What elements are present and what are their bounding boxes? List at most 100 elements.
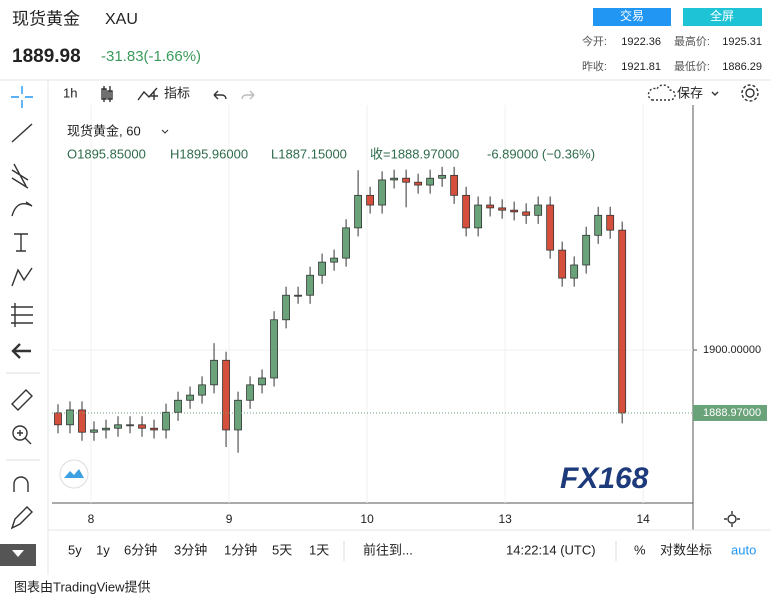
candle-body — [150, 427, 158, 431]
symbol-code: XAU — [105, 11, 138, 28]
candle-body — [90, 429, 98, 433]
footer: 图表由TradingView提供 — [14, 579, 151, 594]
candle-body — [438, 174, 447, 179]
watermark: FX168 — [560, 462, 649, 495]
price: 1889.98 — [12, 46, 81, 67]
candle-body — [594, 214, 603, 236]
candle-body — [222, 359, 230, 431]
zoom-tool-plus[interactable] — [17, 430, 32, 445]
stat-label: 今开: — [582, 34, 607, 48]
legend-caret[interactable] — [161, 129, 169, 134]
candle-body — [102, 427, 110, 431]
last-price-tag — [693, 404, 767, 421]
candle-body — [402, 177, 411, 183]
tv-logo-mark[interactable] — [64, 469, 84, 478]
candle-body — [78, 409, 86, 433]
settings-icon-ring[interactable] — [741, 84, 759, 102]
trade-label[interactable]: 交易 — [620, 8, 644, 23]
save-button[interactable]: 保存 — [677, 85, 703, 100]
ohlc-open: O1895.85000 — [67, 146, 146, 161]
candle-body — [318, 261, 326, 276]
candle-body — [366, 194, 374, 206]
candle-body — [138, 424, 146, 429]
log-button[interactable]: 对数坐标 — [660, 542, 712, 557]
candle-icon[interactable] — [101, 86, 113, 102]
candle-body — [486, 204, 495, 209]
crosshair-tool[interactable] — [11, 86, 33, 108]
candle-body — [54, 412, 62, 426]
fib-tool[interactable] — [11, 303, 33, 327]
text-tool[interactable] — [14, 233, 28, 252]
channel-tool[interactable] — [11, 163, 29, 189]
line-tool[interactable] — [11, 123, 33, 143]
magnet-tool[interactable] — [13, 476, 29, 492]
candle-body — [414, 181, 423, 186]
percent-button[interactable]: % — [634, 542, 646, 557]
candle-body — [462, 194, 471, 229]
y-tick-label: 1900.00000 — [703, 344, 761, 356]
candle-body — [282, 294, 290, 321]
settings-icon[interactable] — [745, 88, 755, 98]
candle-body — [510, 209, 519, 213]
candle-body — [378, 179, 387, 206]
candle-body — [606, 214, 615, 231]
candle-body — [342, 227, 350, 259]
range-button[interactable]: 5天 — [272, 542, 292, 557]
stat-value: 1886.29 — [722, 61, 762, 73]
brush-tool[interactable] — [11, 201, 33, 217]
candle-body — [498, 207, 507, 211]
trade-button[interactable] — [593, 8, 671, 26]
axis-settings-rays[interactable] — [724, 511, 740, 527]
indicator-button[interactable]: 指标 — [164, 85, 190, 100]
redo-icon — [241, 90, 255, 100]
plot — [52, 105, 697, 503]
candle-body — [426, 177, 435, 186]
auto-button[interactable]: auto — [731, 542, 756, 557]
ohlc-close: 收=1888.97000 — [370, 146, 459, 161]
fullscreen-label[interactable]: 全屏 — [710, 8, 734, 23]
candle-body — [390, 177, 399, 181]
fullscreen-button[interactable] — [683, 8, 762, 26]
zoom-tool[interactable] — [12, 425, 28, 441]
candle-body — [546, 204, 555, 251]
candle-body — [330, 257, 338, 263]
goto-button[interactable]: 前往到... — [363, 542, 413, 557]
axis-settings[interactable] — [727, 514, 737, 524]
pattern-tool[interactable] — [11, 267, 33, 287]
price-change: -31.83(-1.66%) — [101, 48, 201, 65]
collapse-arrow[interactable] — [12, 550, 24, 557]
candle-body — [558, 249, 567, 279]
save-caret[interactable] — [711, 91, 719, 96]
cloud-icon[interactable] — [647, 84, 676, 101]
undo-icon[interactable] — [213, 90, 227, 100]
tv-logo[interactable] — [59, 459, 89, 489]
ruler-tool[interactable] — [11, 389, 33, 411]
candle-body — [210, 359, 218, 386]
candle-body — [258, 377, 266, 386]
back-tool[interactable] — [11, 343, 31, 359]
stat-label: 最低价: — [674, 60, 710, 73]
x-tick-label: 10 — [360, 512, 374, 526]
candle-body — [618, 229, 627, 414]
candle-body — [198, 384, 206, 396]
indicator-icon[interactable] — [137, 87, 158, 101]
interval-button[interactable]: 1h — [63, 85, 77, 100]
range-button[interactable]: 1天 — [309, 542, 329, 557]
range-button[interactable]: 3分钟 — [174, 542, 207, 557]
candle-body — [582, 234, 591, 266]
range-button[interactable]: 1分钟 — [224, 542, 257, 557]
clock: 14:22:14 (UTC) — [506, 542, 596, 557]
candle-body — [294, 294, 302, 297]
stat-value: 1922.36 — [621, 36, 661, 48]
x-tick-label: 9 — [226, 512, 233, 526]
range-button[interactable]: 1y — [96, 542, 110, 557]
range-button[interactable]: 6分钟 — [124, 542, 157, 557]
candle-body — [570, 264, 579, 279]
legend-name: 现货黄金, 60 — [67, 123, 141, 138]
range-button[interactable]: 5y — [68, 542, 82, 557]
x-tick-label: 14 — [637, 512, 651, 526]
candle-body — [534, 204, 543, 216]
pencil-tool[interactable] — [10, 506, 33, 530]
candle-body — [186, 394, 194, 401]
